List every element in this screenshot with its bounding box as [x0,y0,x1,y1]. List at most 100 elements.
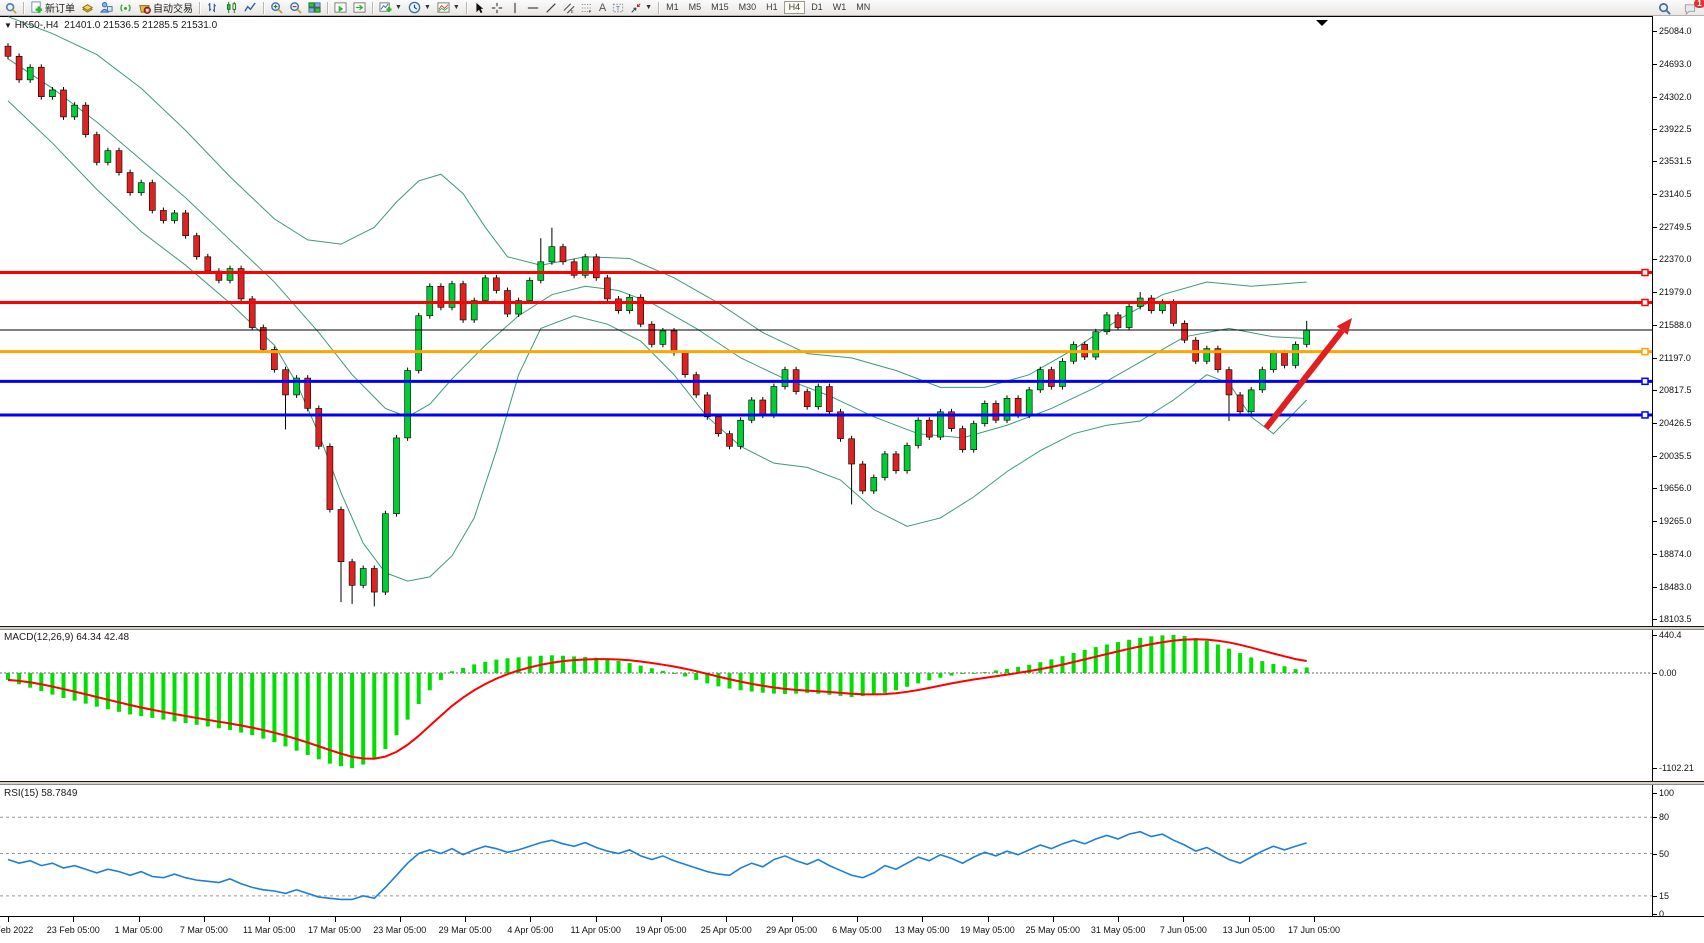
timeframe-h1[interactable]: H1 [766,2,778,12]
rsi-tick: 80 [1659,812,1670,823]
zoom-out-button[interactable] [286,1,305,15]
timeframe-m5[interactable]: M5 [688,2,702,12]
vertical-line-button[interactable] [506,1,524,15]
rsi-name: RSI(15) [4,788,39,799]
chart-autoscroll-button[interactable] [350,1,369,15]
price-tick: 20426.5 [1659,418,1692,429]
price-tick: 22370.0 [1659,254,1692,265]
timeframe-m1[interactable]: M1 [666,2,679,12]
chat-icon[interactable]: 1 [1680,0,1704,15]
rsi-axis[interactable]: 100 80 50 15 0 [1652,785,1704,919]
date-label: 17 Mar 05:00 [307,925,362,935]
axis-tick [1653,618,1657,620]
price-tick: 24693.0 [1659,58,1692,69]
macd-axis[interactable]: 440.4 0.00 -1102.21 [1652,630,1704,781]
signals-icon[interactable] [116,1,135,15]
date-tick [595,917,597,922]
fibonacci-button[interactable]: F [578,1,596,15]
date-tick [334,917,336,922]
axis-tick [1653,634,1657,636]
templates-dropdown[interactable]: ▼ [434,1,463,15]
panel-separator[interactable] [0,626,1704,630]
timeframe-w1[interactable]: W1 [832,2,847,12]
panel-separator[interactable] [0,781,1704,785]
rsi-panel[interactable] [0,785,1704,916]
level-handle[interactable] [1641,347,1649,356]
arrows-dropdown[interactable]: ▼ [627,1,655,15]
date-tick [399,917,401,922]
new-chart-dropdown[interactable]: ▼ [376,1,405,15]
line-chart-button[interactable] [241,1,260,15]
date-tick [1183,917,1185,922]
price-tick: 18103.5 [1659,613,1692,624]
time-axis[interactable]: 17 Feb 2022 23 Feb 05:00 1 Mar 05:00 7 Mar … [0,916,1704,943]
date-tick [73,917,75,922]
date-tick [791,917,793,922]
equidistant-channel-button[interactable]: E [560,1,578,15]
date-label: 31 May 05:00 [1090,925,1146,935]
search-icon[interactable] [1655,1,1674,15]
tile-windows-button[interactable] [305,1,324,15]
price-tick: 21979.0 [1659,287,1692,298]
cursor-button[interactable] [470,1,488,15]
toolbar-separator [372,1,373,14]
price-axis[interactable]: 25084.0 24693.0 24302.0 23922.5 23531.5 23140… [1652,16,1704,626]
axis-tick [1653,63,1657,65]
price-tick: 21197.0 [1659,353,1691,364]
macd-tick: -1102.21 [1659,763,1694,774]
candlestick-chart-button[interactable] [222,1,241,15]
timeframe-mn[interactable]: MN [856,2,871,12]
date-label: 17 Jun 05:00 [1287,925,1341,935]
text-button[interactable]: A [598,1,607,14]
axis-tick [1653,259,1657,261]
date-tick [530,917,532,922]
macd-signal-value: 42.48 [104,632,130,643]
axis-tick [1653,673,1657,674]
bar-chart-button[interactable] [203,1,222,15]
axis-tick [1653,553,1657,555]
axis-tick [1653,853,1657,855]
timeframe-m30[interactable]: M30 [738,2,757,12]
crosshair-button[interactable] [488,1,506,15]
price-level-lines[interactable] [0,268,1652,419]
main-chart-panel[interactable] [0,16,1704,626]
timeframe-d1[interactable]: D1 [811,2,823,12]
level-handle[interactable] [1641,298,1649,307]
new-order-label: 新订单 [45,4,75,15]
rsi-tick: 15 [1659,890,1670,901]
timeframe-h4[interactable]: H4 [783,1,806,14]
new-order-button[interactable]: 新订单 [27,1,78,15]
date-tick [1052,917,1054,922]
level-handle[interactable] [1641,411,1649,419]
text-label-button[interactable]: T [609,1,627,15]
trendline-button[interactable] [542,1,560,15]
axis-tick [1653,586,1657,588]
bollinger-middle [7,58,1307,439]
axis-tick [1653,325,1657,327]
axis-tick [1653,128,1657,130]
zoom-in-button[interactable] [267,1,286,15]
main-toolbar: 新订单 自动交易 ▼ ▼ ▼ [0,0,1704,16]
rsi-value: 58.7849 [41,788,78,799]
price-tick: 21588.0 [1659,320,1692,331]
rsi-tick: 0 [1659,909,1665,919]
chart-shift-button[interactable] [331,1,350,15]
trend-arrow-annotation[interactable] [1263,318,1352,430]
date-label: 4 Apr 05:00 [507,925,554,935]
bar-low: 21285.5 [142,20,179,31]
date-label: 13 May 05:00 [894,925,950,935]
level-handle[interactable] [1641,268,1649,277]
date-tick [922,917,924,922]
autotrading-button[interactable]: 自动交易 [135,1,196,15]
periods-dropdown[interactable]: ▼ [405,1,434,15]
level-handle[interactable] [1641,377,1649,386]
horizontal-line-button[interactable] [524,1,542,15]
window-search-icon[interactable] [2,1,20,15]
date-label: 1 Mar 05:00 [114,925,163,935]
date-tick [269,917,271,922]
market-watch-icon[interactable] [78,1,97,15]
navigator-icon[interactable] [97,1,116,15]
timeframe-m15[interactable]: M15 [711,2,729,12]
chart-dropdown-arrow-icon[interactable]: ▼ [4,21,12,30]
